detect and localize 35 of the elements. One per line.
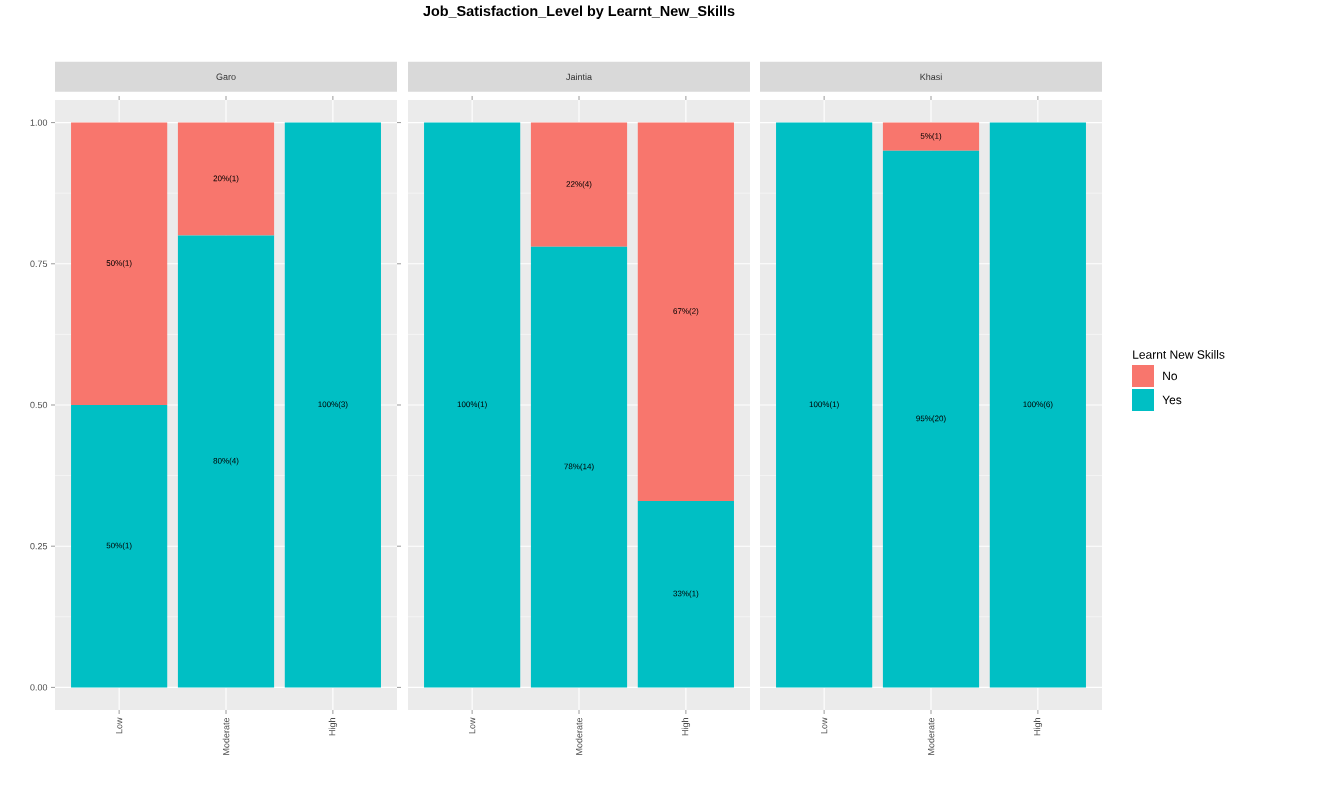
legend-title: Learnt New Skills xyxy=(1133,349,1225,359)
legend-label: Yes xyxy=(1162,395,1182,405)
data-label: 95%(20) xyxy=(916,415,946,423)
x-tick-label: Moderate xyxy=(222,717,230,755)
x-tick-label: High xyxy=(681,718,691,736)
data-label: 50%(1) xyxy=(106,260,132,268)
x-tick-label: Low xyxy=(115,717,123,734)
data-label: 20%(1) xyxy=(213,175,239,183)
legend-label: No xyxy=(1163,371,1178,381)
x-tick-label: Moderate xyxy=(927,717,935,755)
y-tick-label: 1.00 xyxy=(30,119,48,126)
chart-title: Job_Satisfaction_Level by Learnt_New_Skills xyxy=(423,5,735,19)
x-tick-label: High xyxy=(1033,718,1043,736)
data-label: 50%(1) xyxy=(106,542,132,550)
y-tick-label: 0.50 xyxy=(30,401,48,409)
x-tick-label: Low xyxy=(820,717,828,734)
y-tick-label: 0.00 xyxy=(30,684,48,691)
y-tick-label: 0.25 xyxy=(30,543,48,550)
data-label: 100%(1) xyxy=(457,401,487,409)
y-tick-label: 0.75 xyxy=(30,260,48,267)
data-label: 100%(1) xyxy=(809,401,839,409)
data-label: 78%(14) xyxy=(564,463,594,471)
data-label: 22%(4) xyxy=(566,180,592,189)
data-label: 33%(1) xyxy=(673,590,699,598)
data-label: 100%(3) xyxy=(318,401,348,409)
data-label: 5%(1) xyxy=(920,132,942,141)
data-label: 67%(2) xyxy=(673,308,699,316)
data-label: 80%(4) xyxy=(213,457,239,466)
chart-subtitle: Khasi xyxy=(920,73,942,81)
x-tick-label: Moderate xyxy=(575,717,583,755)
chart-subtitle: Jaintia xyxy=(566,73,593,81)
chart-subtitle: Garo xyxy=(216,73,236,80)
x-tick-label: Low xyxy=(468,717,476,734)
data-label: 100%(6) xyxy=(1023,401,1053,409)
x-tick-label: High xyxy=(328,718,338,736)
